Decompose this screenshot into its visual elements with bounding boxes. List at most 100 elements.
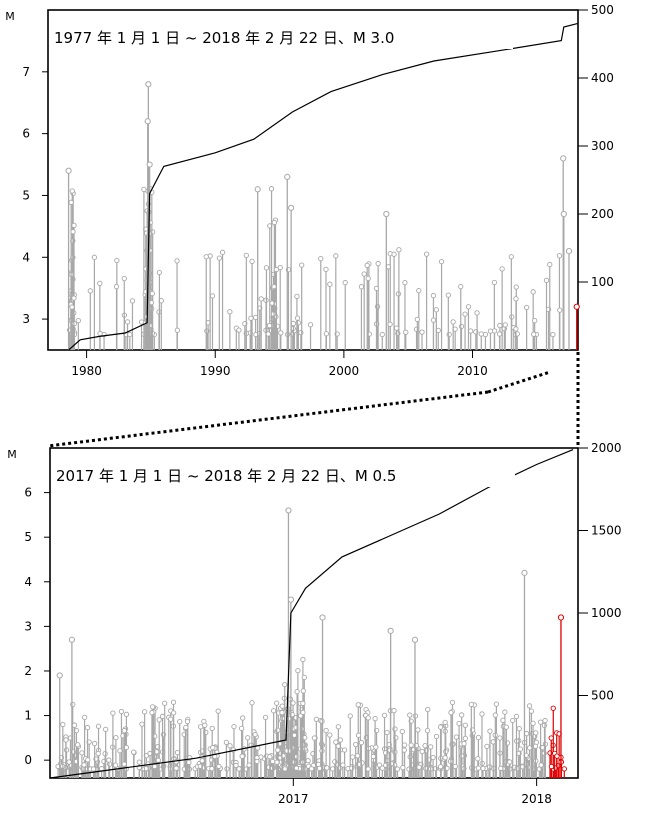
top-event-marker bbox=[547, 261, 553, 268]
top-major-event-marker bbox=[573, 303, 580, 310]
top-event-marker bbox=[243, 252, 249, 259]
bottom-event-marker bbox=[394, 766, 401, 772]
bottom-event-marker bbox=[516, 725, 522, 732]
bottom-event-marker bbox=[270, 708, 277, 714]
bottom-event-marker bbox=[300, 709, 306, 716]
top-event-marker bbox=[268, 186, 275, 192]
bottom-event-marker bbox=[71, 722, 78, 728]
top-event-marker bbox=[91, 254, 98, 260]
bottom-event-marker bbox=[437, 763, 444, 770]
bottom-y-tick-label: 0 bbox=[24, 753, 32, 767]
top-event-marker bbox=[458, 323, 465, 330]
bottom-event-marker bbox=[550, 705, 556, 711]
top-major-event-marker bbox=[65, 167, 72, 174]
bottom-plot-frame bbox=[49, 447, 579, 779]
top-event-marker bbox=[71, 222, 77, 229]
top-major-event-marker bbox=[145, 81, 152, 88]
top-event-marker bbox=[497, 322, 503, 329]
bottom-event-marker bbox=[347, 713, 353, 719]
bottom-event-marker bbox=[273, 700, 280, 706]
bottom-event-marker bbox=[231, 723, 237, 730]
bottom-event-marker bbox=[149, 709, 155, 716]
top-event-marker bbox=[271, 219, 278, 226]
bottom-event-marker bbox=[354, 753, 361, 759]
top-event-marker bbox=[290, 320, 297, 327]
bottom-event-marker bbox=[365, 715, 371, 721]
top-event-marker bbox=[114, 257, 120, 264]
top-x-tick-label: 1980 bbox=[71, 364, 102, 378]
bottom-event-marker bbox=[177, 718, 183, 725]
bottom-y2-tick-label: 1500 bbox=[591, 524, 622, 538]
top-event-marker bbox=[531, 331, 537, 337]
top-event-marker bbox=[121, 275, 127, 282]
top-event-marker bbox=[543, 277, 550, 284]
bottom-event-marker bbox=[507, 759, 513, 765]
bottom-event-stems bbox=[55, 656, 567, 778]
top-event-marker bbox=[323, 331, 330, 337]
top-event-marker bbox=[75, 317, 81, 324]
top-event-marker bbox=[216, 255, 222, 261]
bottom-event-marker bbox=[152, 763, 158, 770]
bottom-y-tick-label: 1 bbox=[24, 709, 32, 723]
top-y2-tick-label: 500 bbox=[591, 3, 614, 17]
bottom-event-marker bbox=[459, 712, 465, 718]
bottom-event-marker bbox=[548, 735, 554, 741]
bottom-event-marker bbox=[293, 765, 300, 771]
bottom-event-marker bbox=[391, 707, 397, 714]
top-major-event-marker bbox=[560, 210, 567, 218]
bottom-event-marker bbox=[110, 710, 116, 716]
top-event-marker bbox=[465, 304, 472, 310]
top-event-marker bbox=[273, 266, 280, 273]
top-event-marker bbox=[513, 296, 519, 302]
bottom-event-marker bbox=[365, 766, 371, 772]
top-event-marker bbox=[361, 271, 367, 277]
bottom-event-marker bbox=[381, 712, 388, 718]
bottom-event-marker bbox=[542, 717, 548, 724]
bottom-event-marker bbox=[70, 701, 76, 708]
bottom-event-marker bbox=[300, 700, 306, 707]
top-event-marker bbox=[97, 330, 103, 337]
bottom-y-tick-label: 2 bbox=[24, 664, 32, 678]
bottom-event-marker bbox=[449, 699, 456, 706]
bottom-event-marker bbox=[387, 747, 393, 753]
top-event-marker bbox=[323, 266, 329, 273]
bottom-event-marker bbox=[554, 753, 560, 759]
bottom-event-marker bbox=[349, 754, 356, 760]
top-event-marker bbox=[174, 258, 180, 264]
bottom-event-marker bbox=[461, 741, 467, 747]
top-event-marker bbox=[491, 328, 498, 334]
bottom-event-marker bbox=[170, 710, 177, 716]
top-event-marker bbox=[69, 188, 75, 194]
bottom-event-marker bbox=[279, 703, 285, 709]
bottom-event-marker bbox=[373, 744, 379, 750]
top-event-marker bbox=[307, 322, 314, 328]
bottom-event-marker bbox=[376, 762, 383, 768]
top-event-marker bbox=[248, 315, 254, 321]
zoom-connector bbox=[47, 352, 580, 448]
bottom-event-marker bbox=[184, 718, 191, 725]
top-event-marker bbox=[265, 331, 271, 337]
bottom-event-marker bbox=[337, 737, 344, 743]
top-event-marker bbox=[430, 292, 437, 299]
top-event-marker bbox=[141, 186, 147, 193]
bottom-y2-tick-label: 2000 bbox=[591, 441, 622, 455]
bottom-major-event-marker bbox=[557, 614, 565, 621]
top-event-marker bbox=[402, 280, 408, 286]
top-event-marker bbox=[423, 251, 430, 257]
bottom-event-marker bbox=[526, 745, 533, 751]
bottom-event-marker bbox=[480, 765, 486, 772]
bottom-event-marker bbox=[81, 714, 88, 721]
top-event-marker bbox=[294, 315, 301, 321]
bottom-event-marker bbox=[141, 709, 148, 715]
bottom-event-marker bbox=[530, 720, 536, 726]
top-major-event-marker bbox=[288, 204, 295, 211]
top-event-marker bbox=[413, 326, 420, 332]
top-event-marker bbox=[156, 269, 163, 276]
bottom-event-marker bbox=[103, 726, 109, 733]
bottom-event-marker bbox=[81, 762, 87, 768]
top-event-marker bbox=[278, 330, 284, 336]
top-y-tick-label: 3 bbox=[22, 312, 30, 326]
top-event-marker bbox=[474, 310, 480, 316]
bottom-event-marker bbox=[428, 744, 434, 750]
top-event-marker bbox=[138, 319, 145, 325]
